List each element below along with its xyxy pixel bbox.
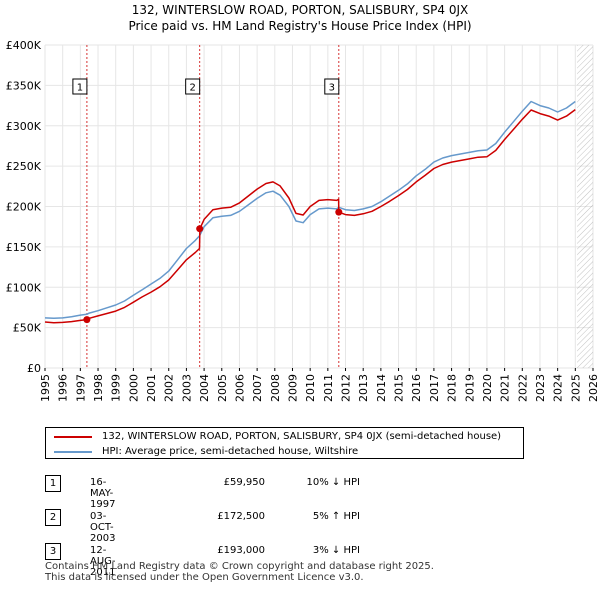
sale-points <box>83 208 343 324</box>
x-tick-label: 2016 <box>410 374 423 402</box>
transaction-hpi-diff: 5% ↑ HPI <box>312 511 360 522</box>
footer: Contains HM Land Registry data © Crown c… <box>45 561 434 583</box>
transaction-date: 12-AUG-2011 <box>90 545 116 578</box>
x-tick-label: 2015 <box>393 374 406 402</box>
sale-marker-label: 2 <box>185 78 201 95</box>
y-tick-label: £300K <box>6 120 42 133</box>
price-chart: 1 2 3 £0 £50K £100K £150K £200K £250K £300K £350K… <box>6 39 600 402</box>
y-tick-label: £0 <box>27 362 41 375</box>
y-tick-label: £400K <box>6 39 42 52</box>
y-tick-label: £350K <box>6 79 42 92</box>
footer-licence: This data is licensed under the Open Gov… <box>45 572 364 583</box>
x-tick-label: 2023 <box>534 374 547 402</box>
x-tick-label: 1998 <box>92 374 105 402</box>
x-tick-label: 2010 <box>304 374 317 402</box>
x-tick-label: 1999 <box>110 374 123 402</box>
x-tick-label: 2026 <box>587 374 600 402</box>
x-axis-ticks: 1995 1996 1997 1998 1999 2000 2001 2002 2003 2004… <box>39 368 600 402</box>
transaction-date: 16-MAY-1997 <box>90 477 116 510</box>
x-tick-label: 2001 <box>145 374 158 402</box>
x-tick-label: 2007 <box>251 374 264 402</box>
x-tick-label: 2003 <box>180 374 193 402</box>
y-tick-label: £200K <box>6 201 42 214</box>
x-tick-label: 2014 <box>375 374 388 402</box>
y-tick-label: £50K <box>13 322 42 335</box>
sale-marker-label: 1 <box>72 78 88 95</box>
transaction-price: £193,000 <box>217 545 265 556</box>
transaction-number: 3 <box>45 543 61 560</box>
x-tick-label: 2000 <box>127 374 140 402</box>
x-tick-label: 2013 <box>357 374 370 402</box>
x-tick-label: 1996 <box>57 374 70 402</box>
sale-marker-label: 3 <box>324 78 340 95</box>
y-tick-label: £150K <box>6 241 42 254</box>
x-tick-label: 2008 <box>269 374 282 402</box>
sale-marker-number: 2 <box>189 83 195 94</box>
grid <box>44 44 594 369</box>
legend-swatch-hpi <box>54 450 92 453</box>
x-tick-label: 2020 <box>481 374 494 402</box>
chart-subtitle: Price paid vs. HM Land Registry's House … <box>128 19 472 33</box>
x-tick-label: 2024 <box>552 374 565 402</box>
x-tick-label: 2025 <box>569 374 582 402</box>
x-tick-label: 1997 <box>74 374 87 402</box>
transaction-price: £172,500 <box>217 511 265 522</box>
transaction-number: 1 <box>45 475 61 492</box>
legend-label-hpi: HPI: Average price, semi-detached house,… <box>102 446 359 457</box>
y-tick-label: £100K <box>6 281 42 294</box>
legend-label-price: 132, WINTERSLOW ROAD, PORTON, SALISBURY,… <box>102 431 502 442</box>
x-tick-label: 2002 <box>163 374 176 402</box>
legend-item-price: 132, WINTERSLOW ROAD, PORTON, SALISBURY,… <box>54 429 501 444</box>
x-tick-label: 2012 <box>340 374 353 402</box>
sale-marker-box <box>72 78 88 95</box>
y-tick-label: £250K <box>6 160 42 173</box>
sale-point <box>196 225 204 233</box>
forecast-hatch-area <box>577 45 593 368</box>
sale-marker-labels: 1 2 3 <box>72 78 340 95</box>
chart-title-address: 132, WINTERSLOW ROAD, PORTON, SALISBURY,… <box>131 3 469 17</box>
x-tick-label: 2004 <box>198 374 211 402</box>
series-hpi-line <box>44 100 576 320</box>
series-lines <box>44 100 576 324</box>
transaction-price: £59,950 <box>223 477 265 488</box>
y-axis-ticks: £0 £50K £100K £150K £200K £250K £300K £350K £400… <box>6 39 42 375</box>
x-tick-label: 2021 <box>499 374 512 402</box>
sale-point <box>83 316 91 324</box>
x-tick-label: 2005 <box>216 374 229 402</box>
legend-item-hpi: HPI: Average price, semi-detached house,… <box>54 444 358 459</box>
sale-marker-box <box>185 78 201 95</box>
legend-swatch-price <box>54 435 92 438</box>
transaction-hpi-diff: 3% ↓ HPI <box>312 545 360 556</box>
x-tick-label: 2018 <box>446 374 459 402</box>
footer-copyright: Contains HM Land Registry data © Crown c… <box>45 561 434 572</box>
transaction-date: 03-OCT-2003 <box>90 511 116 544</box>
x-tick-label: 2017 <box>428 374 441 402</box>
legend: 132, WINTERSLOW ROAD, PORTON, SALISBURY,… <box>45 427 524 459</box>
x-tick-label: 2011 <box>322 374 335 402</box>
sale-marker-number: 3 <box>329 83 335 94</box>
transaction-hpi-diff: 10% ↓ HPI <box>306 477 360 488</box>
sale-point <box>335 208 343 216</box>
x-tick-label: 2006 <box>233 374 246 402</box>
x-tick-label: 2009 <box>286 374 299 402</box>
sale-marker-number: 1 <box>77 83 83 94</box>
transaction-number: 2 <box>45 509 61 526</box>
x-tick-label: 2019 <box>463 374 476 402</box>
x-tick-label: 2022 <box>516 374 529 402</box>
sale-marker-box <box>324 78 340 95</box>
x-tick-label: 1995 <box>39 374 52 402</box>
series-price-line <box>44 108 576 324</box>
